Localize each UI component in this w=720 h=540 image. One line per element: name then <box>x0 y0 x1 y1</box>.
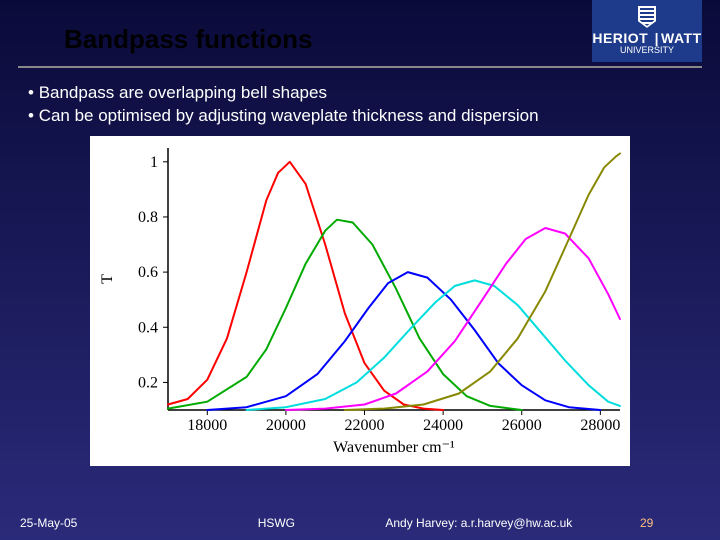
svg-text:0.4: 0.4 <box>138 319 158 336</box>
svg-text:26000: 26000 <box>502 417 542 434</box>
svg-text:Wavenumber cm⁻¹: Wavenumber cm⁻¹ <box>333 439 455 456</box>
svg-text:0.2: 0.2 <box>138 374 158 391</box>
title-divider <box>18 66 702 68</box>
bullet-item: Can be optimised by adjusting waveplate … <box>28 105 539 128</box>
svg-text:1: 1 <box>150 154 158 171</box>
slide-title: Bandpass functions <box>64 24 312 55</box>
footer-page: 29 <box>640 516 700 530</box>
svg-text:24000: 24000 <box>423 417 463 434</box>
svg-text:18000: 18000 <box>187 417 227 434</box>
svg-text:T: T <box>99 274 116 284</box>
svg-text:0.6: 0.6 <box>138 264 158 281</box>
university-logo: HERIOT |WATT UNIVERSITY <box>592 0 702 62</box>
chart-svg: 18000 20000 22000 24000 26000 28000 0.2 0.4 0.6 0… <box>90 136 630 466</box>
svg-text:0.8: 0.8 <box>138 209 158 226</box>
svg-text:28000: 28000 <box>580 417 620 434</box>
shield-icon <box>638 6 656 28</box>
bullet-list: Bandpass are overlapping bell shapes Can… <box>28 82 539 128</box>
footer-author: Andy Harvey: a.r.harvey@hw.ac.uk <box>385 516 572 530</box>
svg-text:20000: 20000 <box>266 417 306 434</box>
bullet-item: Bandpass are overlapping bell shapes <box>28 82 539 105</box>
footer: 25-May-05 HSWG Andy Harvey: a.r.harvey@h… <box>0 516 720 530</box>
svg-text:22000: 22000 <box>345 417 385 434</box>
bandpass-chart: 18000 20000 22000 24000 26000 28000 0.2 0.4 0.6 0… <box>90 136 630 466</box>
watt-separator: | <box>655 30 659 46</box>
footer-center: HSWG <box>258 516 318 530</box>
footer-date: 25-May-05 <box>20 516 80 530</box>
logo-subtitle: UNIVERSITY <box>620 46 674 56</box>
